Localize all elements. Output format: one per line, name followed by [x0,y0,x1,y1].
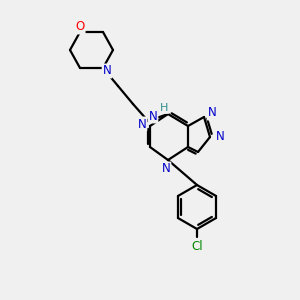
Text: N: N [138,118,146,130]
Text: O: O [75,20,85,34]
Text: Cl: Cl [191,239,203,253]
Text: N: N [216,130,224,143]
Text: N: N [162,163,170,176]
Text: N: N [208,106,216,119]
Text: N: N [103,64,111,77]
Text: H: H [160,103,168,113]
Text: N: N [148,110,158,122]
